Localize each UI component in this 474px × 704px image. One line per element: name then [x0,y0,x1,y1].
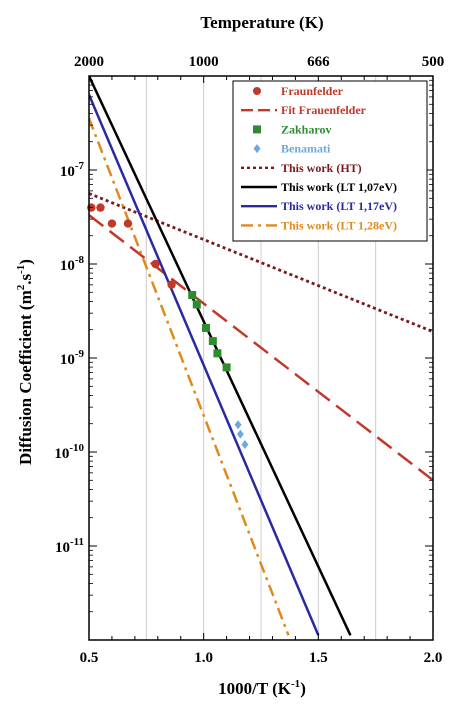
series-line-fit-frauenfelder [89,214,433,482]
legend-label: This work (LT 1,28eV) [281,218,397,232]
legend-label: This work (HT) [281,161,362,175]
legend-label: Fit Frauenfelder [281,103,367,117]
top-axis-title: Temperature (K) [200,13,323,32]
point-zakharov [208,337,217,346]
point-benamati [236,429,244,439]
point-zakharov [188,291,197,300]
point-zakharov [192,300,201,309]
point-benamati [241,439,249,449]
y-tick-label: 10-10 [54,442,84,462]
top-tick-label: 666 [307,54,330,70]
y-tick-label: 10-9 [60,348,85,368]
point-fraunfelder [167,280,176,289]
y-tick-label: 10-7 [60,160,85,180]
top-tick-label: 500 [422,54,445,70]
x-tick-label: 1.5 [309,650,328,666]
legend-label: Fraunfelder [281,84,344,98]
x-tick-label: 2.0 [424,650,443,666]
legend: Fraunfelder Fit Frauenfelder Zakharov Benam… [232,80,428,242]
top-tick-label: 2000 [74,54,104,70]
top-tick-label: 1000 [189,54,219,70]
legend-label: This work (LT 1,17eV) [281,199,397,213]
point-fraunfelder [96,203,105,212]
y-tick-label: 10-8 [60,254,85,274]
legend-label: This work (LT 1,07eV) [281,180,397,194]
axis-ticks [88,76,434,641]
y-tick-label: 10-11 [55,536,84,556]
legend-label: Zakharov [281,122,331,136]
x-tick-label: 0.5 [80,650,99,666]
point-zakharov [213,349,222,358]
x-axis-title: 1000/T (K-1) [218,678,306,698]
series-line-this-work-lt-1-28ev- [89,117,290,636]
legend-label: Benamati [281,142,331,156]
x-tick-label: 1.0 [194,650,213,666]
series-line-this-work-ht- [89,192,433,333]
point-benamati [234,420,242,430]
point-fraunfelder [107,219,117,228]
point-fraunfelder [151,259,160,269]
legend-symbol-zakharov [253,125,261,134]
series-line-this-work-lt-1-17ev- [89,94,320,636]
y-axis-title: Diffusion Coefficient (m2.s-1) [15,259,35,465]
point-zakharov [222,363,231,372]
legend-symbol-benamati [253,144,261,154]
point-zakharov [201,323,210,332]
legend-symbol-fraunfelder [253,87,261,95]
legend-box [232,80,428,242]
point-fraunfelder [123,219,133,228]
